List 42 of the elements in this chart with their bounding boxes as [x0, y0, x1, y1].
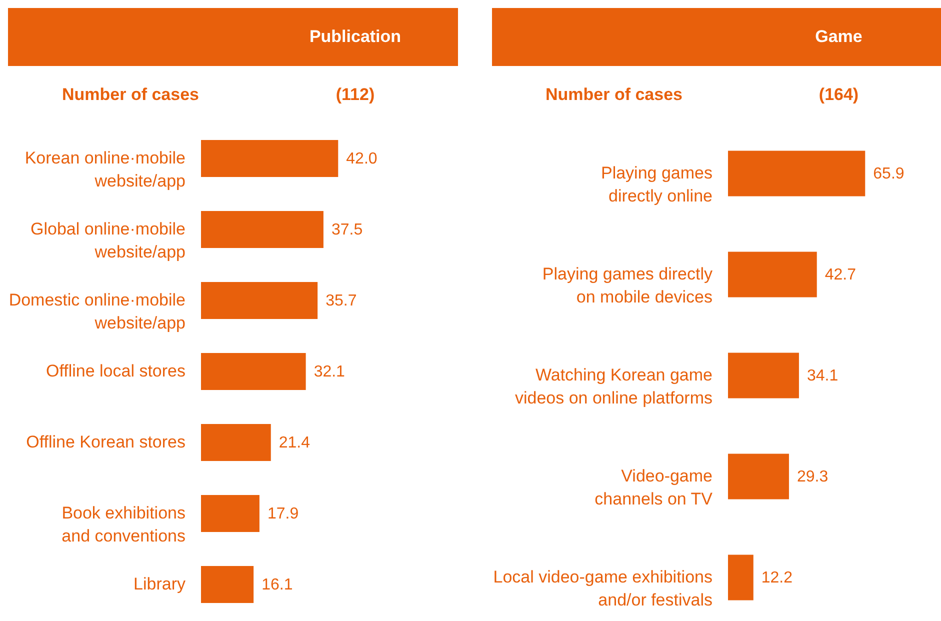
- y-tick-label: Offline Korean stores: [26, 432, 186, 452]
- data-label: 37.5: [331, 222, 363, 238]
- bar: [728, 352, 798, 398]
- y-axis-title: Number of cases: [544, 84, 684, 104]
- data-label: 42.7: [824, 266, 856, 284]
- y-tick-label: Offline local stores: [46, 362, 186, 380]
- y-tick-label: Playing games directly online: [600, 164, 712, 206]
- bar: [728, 150, 865, 196]
- data-label: 42.0: [346, 150, 378, 168]
- bar: [728, 554, 753, 600]
- data-label: 65.9: [872, 166, 904, 182]
- bar: [201, 211, 324, 248]
- chart-subtitle: (112): [334, 84, 376, 104]
- bar: [201, 495, 260, 532]
- chart-subtitle: (164): [818, 84, 860, 104]
- data-label: 21.4: [278, 434, 310, 452]
- chart-title: Publication: [308, 27, 402, 47]
- bar: [201, 353, 306, 390]
- y-tick-label: Korean online·mobile website/app: [24, 148, 186, 190]
- bar: [728, 252, 816, 298]
- y-tick-label: Global online·mobile website/app: [30, 220, 186, 262]
- data-label: 17.9: [267, 506, 299, 522]
- data-label: 29.3: [796, 468, 828, 486]
- y-axis-title: Number of cases: [61, 84, 200, 104]
- data-label: 32.1: [314, 364, 346, 380]
- chart-title: Game: [814, 27, 864, 47]
- data-label: 12.2: [760, 570, 792, 586]
- bar: [201, 424, 271, 461]
- bar: [201, 140, 338, 177]
- data-label: 34.1: [806, 368, 838, 384]
- y-tick-label: Video-game channels on TV: [594, 466, 713, 508]
- data-label: 35.7: [326, 292, 357, 310]
- y-tick-label: Watching Korean game videos on online platforms: [514, 366, 712, 408]
- y-tick-label: Book exhibitions and conventions: [62, 504, 186, 546]
- y-tick-label: Domestic online·mobile website/app: [8, 290, 186, 332]
- bar: [201, 282, 318, 319]
- y-tick-label: Library: [134, 574, 186, 594]
- y-tick-label: Playing games directly on mobile devices: [542, 264, 712, 306]
- bar: [728, 454, 788, 500]
- data-label: 16.1: [262, 576, 293, 594]
- bar: [201, 566, 254, 603]
- y-tick-label: Local video-game exhibitions and/or festivals: [492, 568, 712, 610]
